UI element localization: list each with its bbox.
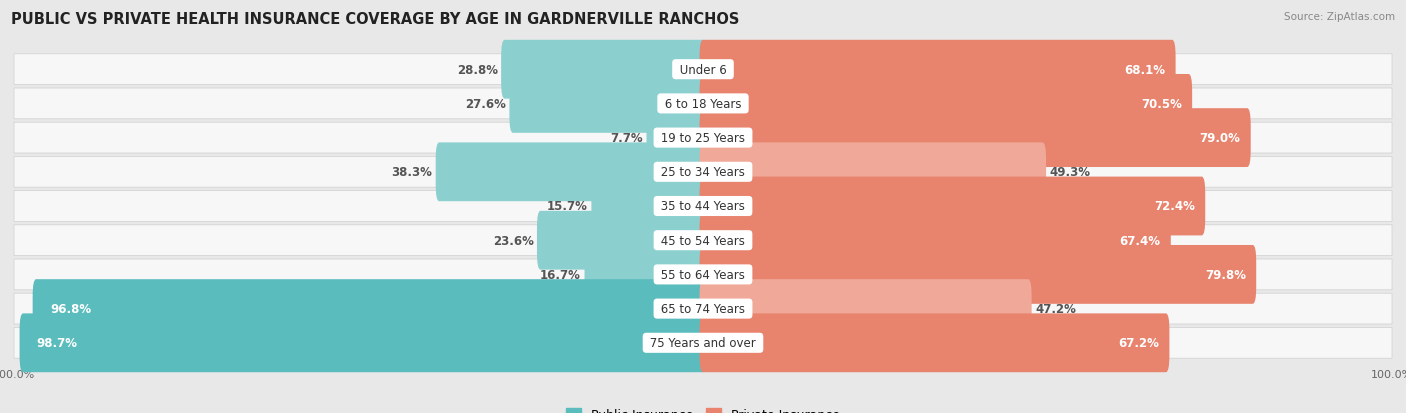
- Text: 6 to 18 Years: 6 to 18 Years: [661, 97, 745, 111]
- Text: 25 to 34 Years: 25 to 34 Years: [657, 166, 749, 179]
- Text: 7.7%: 7.7%: [610, 132, 643, 145]
- Text: 27.6%: 27.6%: [465, 97, 506, 111]
- Text: 75 Years and over: 75 Years and over: [647, 337, 759, 349]
- FancyBboxPatch shape: [14, 157, 1392, 188]
- Text: 70.5%: 70.5%: [1140, 97, 1182, 111]
- Text: 65 to 74 Years: 65 to 74 Years: [657, 302, 749, 316]
- Text: 35 to 44 Years: 35 to 44 Years: [657, 200, 749, 213]
- Text: 68.1%: 68.1%: [1125, 64, 1166, 76]
- FancyBboxPatch shape: [501, 41, 706, 100]
- FancyBboxPatch shape: [537, 211, 706, 270]
- FancyBboxPatch shape: [700, 280, 1032, 338]
- FancyBboxPatch shape: [14, 259, 1392, 290]
- Text: 16.7%: 16.7%: [540, 268, 581, 281]
- Text: PUBLIC VS PRIVATE HEALTH INSURANCE COVERAGE BY AGE IN GARDNERVILLE RANCHOS: PUBLIC VS PRIVATE HEALTH INSURANCE COVER…: [11, 12, 740, 27]
- Text: 47.2%: 47.2%: [1035, 302, 1076, 316]
- FancyBboxPatch shape: [32, 280, 706, 338]
- Text: 79.8%: 79.8%: [1205, 268, 1246, 281]
- FancyBboxPatch shape: [700, 313, 1170, 372]
- FancyBboxPatch shape: [14, 328, 1392, 358]
- FancyBboxPatch shape: [14, 55, 1392, 85]
- Text: 28.8%: 28.8%: [457, 64, 498, 76]
- FancyBboxPatch shape: [700, 245, 1256, 304]
- Legend: Public Insurance, Private Insurance: Public Insurance, Private Insurance: [561, 404, 845, 413]
- FancyBboxPatch shape: [20, 313, 706, 372]
- Text: 55 to 64 Years: 55 to 64 Years: [657, 268, 749, 281]
- FancyBboxPatch shape: [647, 109, 706, 168]
- Text: 79.0%: 79.0%: [1199, 132, 1240, 145]
- FancyBboxPatch shape: [436, 143, 706, 202]
- Text: 96.8%: 96.8%: [49, 302, 91, 316]
- FancyBboxPatch shape: [509, 75, 706, 133]
- FancyBboxPatch shape: [14, 89, 1392, 119]
- Text: Source: ZipAtlas.com: Source: ZipAtlas.com: [1284, 12, 1395, 22]
- FancyBboxPatch shape: [700, 109, 1251, 168]
- FancyBboxPatch shape: [592, 177, 706, 236]
- Text: 67.4%: 67.4%: [1119, 234, 1160, 247]
- FancyBboxPatch shape: [700, 143, 1046, 202]
- Text: 72.4%: 72.4%: [1154, 200, 1195, 213]
- FancyBboxPatch shape: [14, 123, 1392, 154]
- Text: 45 to 54 Years: 45 to 54 Years: [657, 234, 749, 247]
- FancyBboxPatch shape: [700, 41, 1175, 100]
- Text: 15.7%: 15.7%: [547, 200, 588, 213]
- Text: 49.3%: 49.3%: [1049, 166, 1091, 179]
- Text: 98.7%: 98.7%: [37, 337, 77, 349]
- FancyBboxPatch shape: [14, 225, 1392, 256]
- Text: 67.2%: 67.2%: [1118, 337, 1159, 349]
- FancyBboxPatch shape: [700, 75, 1192, 133]
- Text: 19 to 25 Years: 19 to 25 Years: [657, 132, 749, 145]
- FancyBboxPatch shape: [700, 211, 1171, 270]
- Text: 23.6%: 23.6%: [492, 234, 533, 247]
- FancyBboxPatch shape: [585, 245, 706, 304]
- FancyBboxPatch shape: [14, 294, 1392, 324]
- FancyBboxPatch shape: [14, 191, 1392, 222]
- FancyBboxPatch shape: [700, 177, 1205, 236]
- Text: 38.3%: 38.3%: [391, 166, 432, 179]
- Text: Under 6: Under 6: [676, 64, 730, 76]
